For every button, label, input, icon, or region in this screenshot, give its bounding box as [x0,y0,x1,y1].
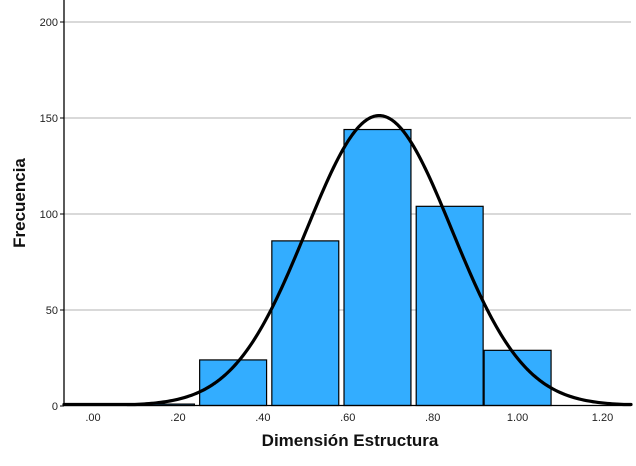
y-tick-label: 150 [40,113,58,125]
y-tick-label: 100 [40,209,58,221]
histogram-bar [343,128,412,407]
x-tick-label: .80 [425,412,440,424]
y-tick-label: 50 [46,305,58,317]
histogram-bar [271,240,340,407]
x-tick-label: 1.00 [507,412,528,424]
normal-curve [62,114,633,407]
y-axis-title: Frecuencia [10,158,29,248]
histogram-bars [126,128,552,407]
x-tick-label: .60 [340,412,355,424]
x-tick-label: .40 [255,412,270,424]
y-tick-label: 200 [40,17,58,29]
x-axis-title: Dimensión Estructura [262,431,439,450]
x-tick-label: .20 [170,412,185,424]
histogram-bar [415,205,484,407]
x-tick-label: 1.20 [592,412,613,424]
x-axis-ticks: .00 .20 .40 .60 .80 1.00 1.20 [85,412,613,424]
x-tick-label: .00 [85,412,100,424]
y-axis-ticks: 0 50 100 150 200 [40,17,64,413]
y-tick-label: 0 [52,401,58,413]
